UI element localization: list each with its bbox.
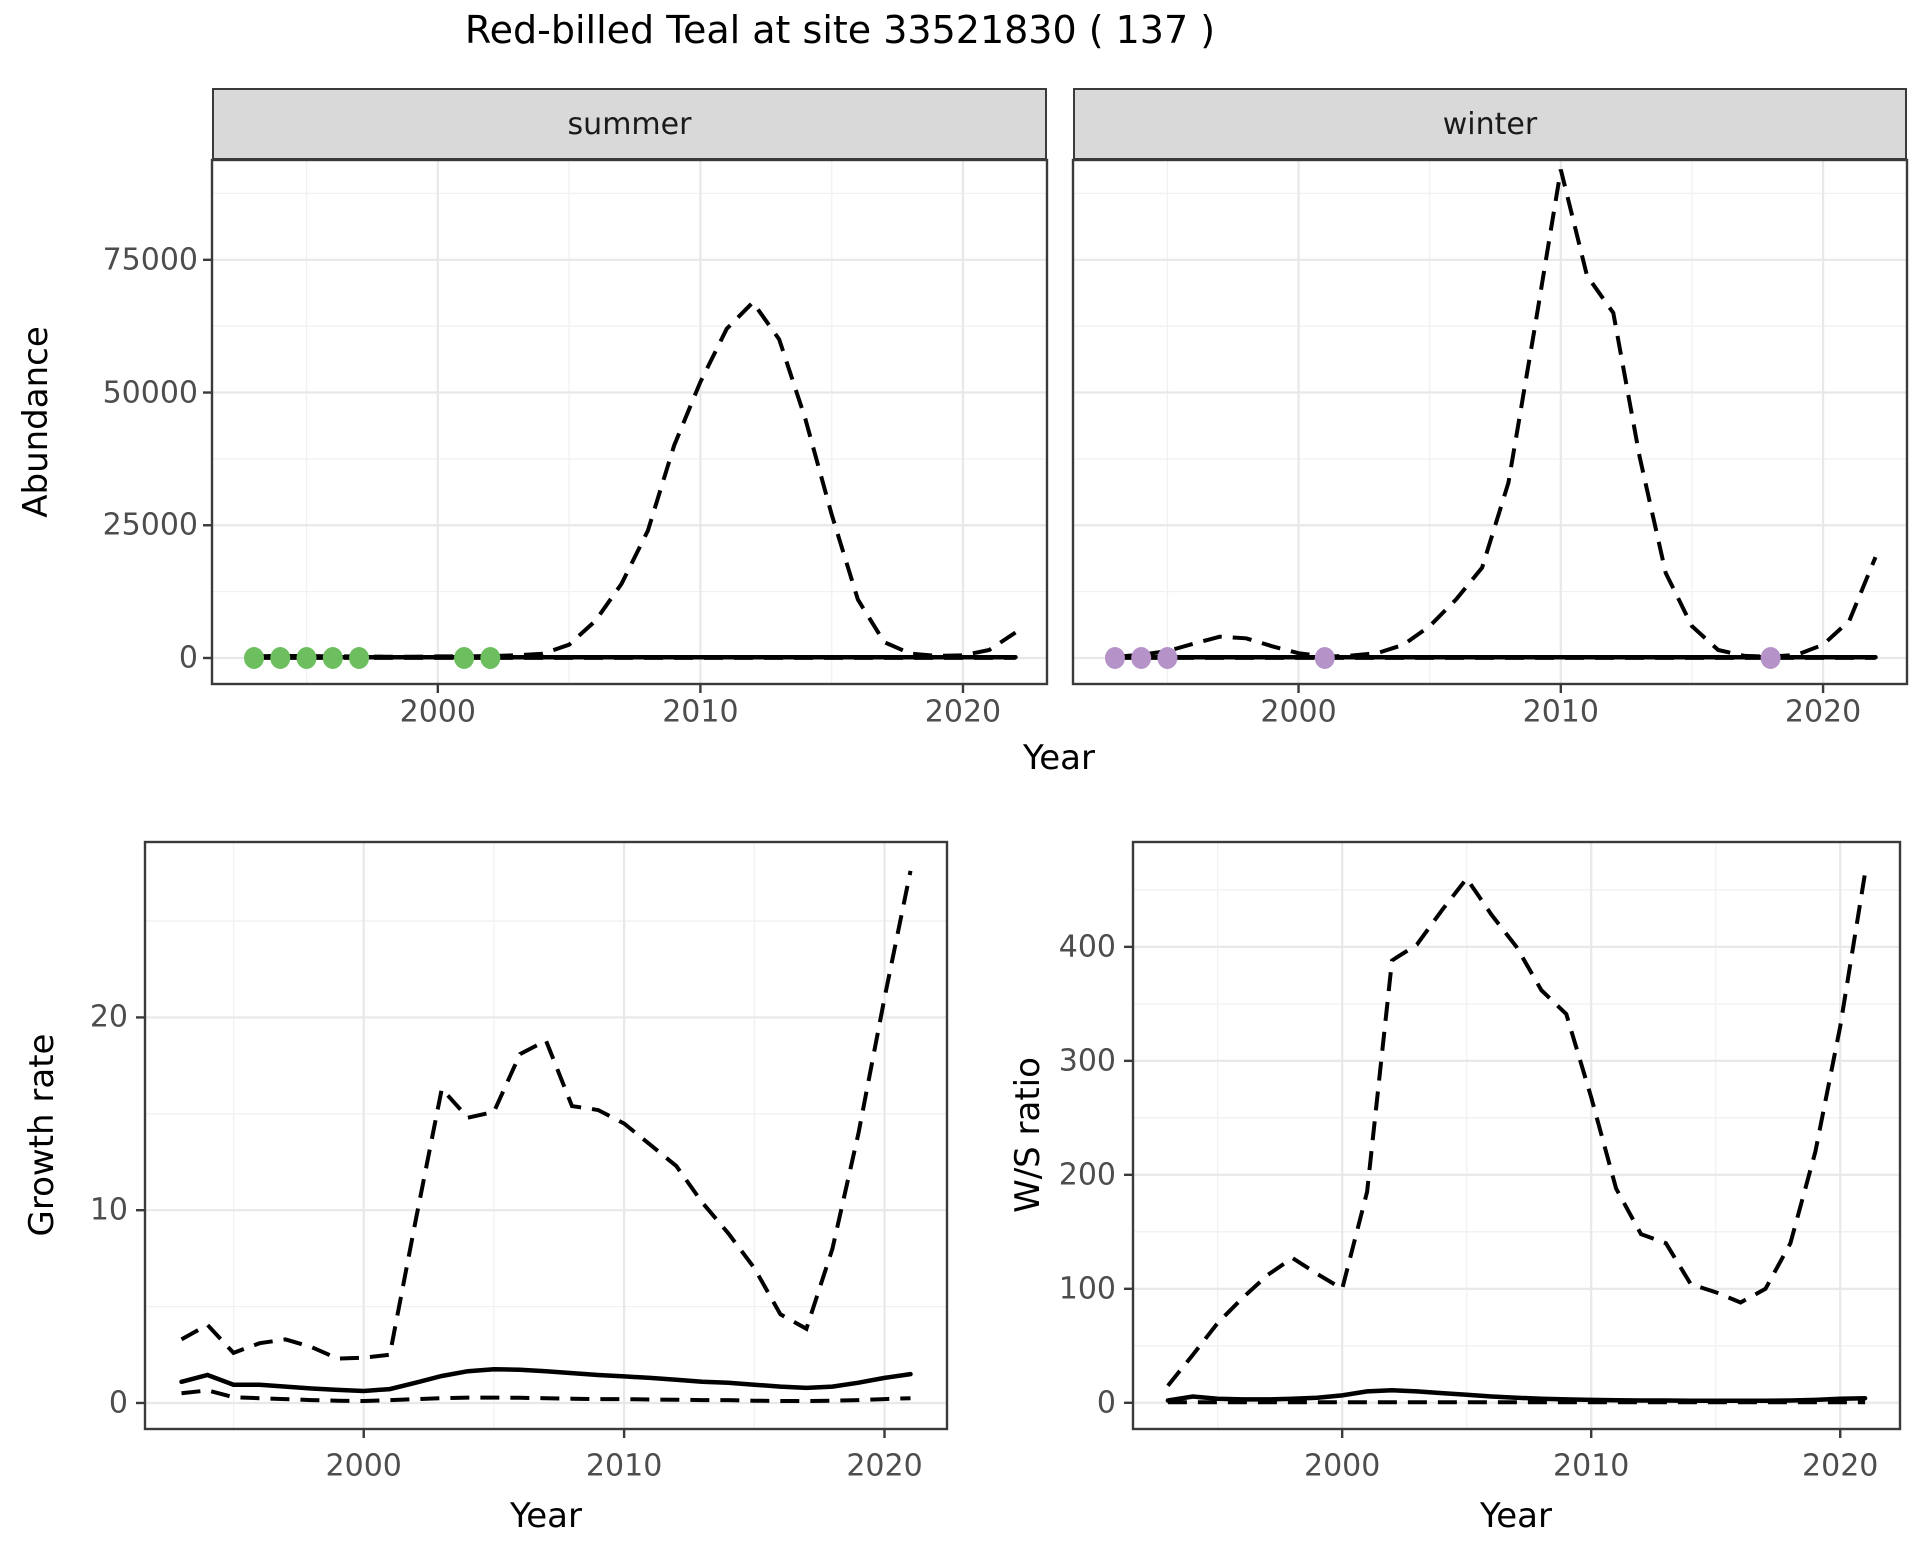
winter-observation-point — [1104, 646, 1125, 669]
summer-y-tick-label: 75000 — [102, 242, 198, 278]
growth-rate-mean-line — [179, 1366, 913, 1394]
ws-ratio-y-tick-label: 0 — [1096, 1385, 1116, 1421]
ws-ratio-panel-border — [1131, 840, 1902, 1431]
ws-ratio-x-tick-label: 2010 — [1553, 1448, 1630, 1484]
summer-observation-point — [454, 646, 475, 669]
ws-ratio-y-tick-label: 200 — [1058, 1157, 1116, 1193]
summer-observation-point — [270, 646, 291, 669]
winter-series-group — [1104, 169, 1878, 669]
summer-y-tick-label: 25000 — [102, 507, 198, 543]
ws-year-axis-title: Year — [1480, 1496, 1552, 1536]
ws-ratio-x-tick-label: 2000 — [1303, 1448, 1381, 1484]
facet-strip-summer: summer — [212, 88, 1047, 160]
summer-panel-bg — [212, 160, 1047, 684]
growth-rate-x-tick-label: 2020 — [846, 1448, 923, 1484]
summer-panel-border — [210, 158, 1049, 686]
growth-rate-y-tick-label: 0 — [108, 1385, 128, 1421]
growth-rate-panel-border — [143, 840, 949, 1431]
winter-panel-bg — [1073, 160, 1907, 684]
growth-rate-y-tick-label: 20 — [89, 999, 128, 1035]
ws-ratio-y-tick-label: 300 — [1058, 1043, 1116, 1079]
ws-ratio-panel-bg — [1133, 842, 1900, 1429]
top-year-axis-title: Year — [1023, 738, 1095, 778]
ws-ratio-upper-ci-line — [1166, 872, 1868, 1387]
ws-ratio-y-tick-label: 400 — [1058, 929, 1116, 965]
summer-x-tick-label: 2010 — [662, 694, 739, 730]
winter-observation-point — [1131, 646, 1152, 669]
winter-panel-border — [1071, 158, 1909, 686]
ws-ratio-axis-title: W/S ratio — [1008, 1057, 1048, 1213]
growth-rate-x-tick-label: 2010 — [585, 1448, 663, 1484]
growth-rate-panel-bg — [145, 842, 947, 1429]
summer-observation-point — [244, 646, 265, 669]
winter-observation-point — [1314, 646, 1335, 669]
summer-series-group — [244, 299, 1018, 669]
winter-x-tick-label: 2000 — [1260, 694, 1337, 730]
ws-ratio-y-tick-label: 100 — [1058, 1271, 1116, 1307]
winter-x-tick-label: 2010 — [1522, 694, 1599, 730]
winter-observation-point — [1157, 646, 1178, 669]
ws-ratio-series-group — [1165, 872, 1868, 1405]
summer-observation-point — [322, 646, 343, 669]
facet-strip-winter: winter — [1073, 88, 1907, 160]
summer-y-tick-label: 50000 — [102, 375, 198, 411]
plot-title: Red-billed Teal at site 33521830 ( 137 ) — [464, 8, 1216, 52]
growth-rate-x-tick-label: 2000 — [325, 1448, 402, 1484]
summer-y-tick-label: 0 — [178, 640, 198, 676]
growth-rate-y-tick-label: 10 — [89, 1192, 128, 1228]
summer-x-tick-label: 2020 — [924, 694, 1002, 730]
winter-x-tick-label: 2020 — [1784, 694, 1862, 730]
growth-rate-series-group — [179, 870, 913, 1404]
summer-x-tick-label: 2000 — [399, 694, 476, 730]
growth-year-axis-title: Year — [510, 1496, 582, 1536]
growth-rate-lower-ci-line — [181, 1388, 911, 1404]
abundance-axis-title: Abundance — [16, 326, 56, 518]
summer-observation-point — [349, 646, 370, 669]
ws-ratio-x-tick-label: 2020 — [1802, 1448, 1879, 1484]
winter-observation-point — [1760, 646, 1781, 669]
summer-observation-point — [296, 646, 317, 669]
ws-ratio-mean-line — [1165, 1387, 1868, 1403]
summer-observation-point — [480, 646, 501, 669]
growth-rate-axis-title: Growth rate — [22, 1033, 62, 1237]
